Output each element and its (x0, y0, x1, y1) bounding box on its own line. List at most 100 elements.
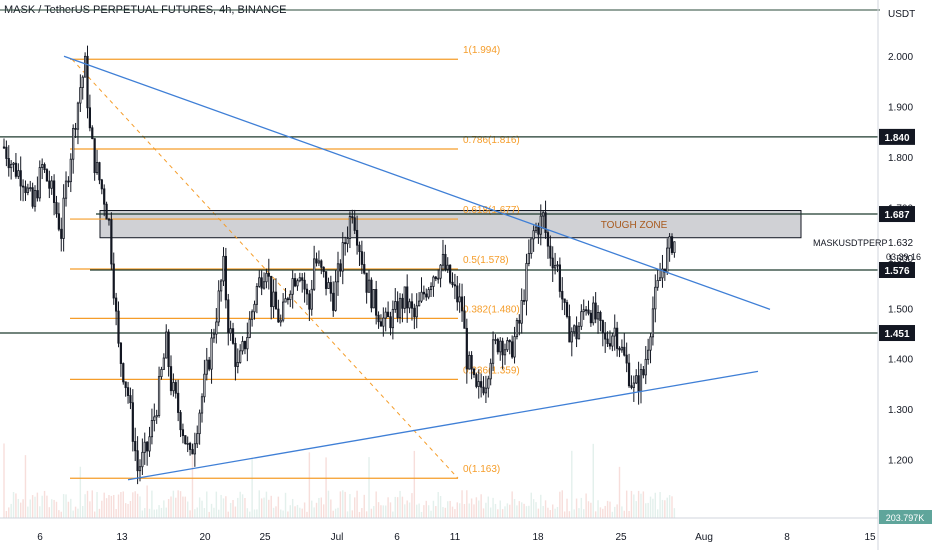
fib-level-label: 0.786(1.816) (463, 135, 520, 146)
volume-bar (602, 508, 604, 518)
candle-body (298, 277, 301, 282)
candle-body (611, 335, 614, 347)
candle-body (284, 298, 287, 303)
volume-bar (466, 490, 468, 518)
candle-body (286, 298, 290, 301)
candle-body (358, 244, 361, 253)
volume-bar (41, 495, 43, 518)
volume-bar (358, 511, 361, 518)
volume-bar (399, 490, 401, 518)
candle-body (587, 309, 590, 314)
candle-body (50, 180, 53, 189)
candle-body (219, 280, 223, 292)
fib-level-label: 0(1.163) (463, 464, 500, 475)
volume-bar (652, 498, 654, 518)
countdown-label: 03:39:16 (886, 252, 921, 262)
candle-body (91, 127, 94, 140)
candle-body (155, 415, 158, 418)
volume-bar (22, 499, 24, 518)
volume-bar (184, 496, 187, 518)
candle-body (546, 232, 550, 247)
volume-bar (8, 507, 10, 518)
volume-bar (499, 500, 501, 518)
volume-bar (132, 492, 134, 518)
volume-bar (327, 490, 330, 518)
volume-bar (62, 494, 65, 518)
volume-bar (320, 497, 323, 518)
candle-body (449, 264, 452, 283)
candle-body (191, 449, 194, 455)
volume-bar (19, 502, 22, 518)
volume-bar (492, 497, 494, 518)
candle-body (136, 450, 139, 472)
trendline-layer (63, 55, 771, 481)
volume-bar (36, 492, 39, 518)
candle-body (446, 264, 449, 270)
volume-bar (628, 510, 630, 518)
candle-body (484, 387, 488, 394)
candle-body (45, 169, 49, 182)
volume-bar (218, 509, 220, 518)
volume-bar (120, 492, 122, 518)
volume-bar (449, 500, 451, 518)
candle-body (198, 412, 201, 435)
candle-body (21, 185, 25, 188)
descending-trendline (63, 55, 771, 310)
candle-body (110, 219, 113, 265)
candle-body (620, 346, 624, 351)
volume-bar (291, 498, 294, 518)
volume-bar (208, 511, 210, 518)
candle-body (241, 340, 244, 352)
fib-diagonal (71, 58, 459, 479)
volume-bar (144, 508, 146, 518)
volume-bar (666, 497, 668, 518)
volume-bar (284, 492, 287, 518)
volume-bar (282, 510, 284, 518)
candle-body (36, 190, 39, 199)
volume-bar (186, 501, 189, 518)
volume-bar (351, 510, 354, 518)
volume-bar (127, 503, 129, 518)
candle-body (408, 301, 411, 309)
volume-bar (215, 491, 218, 518)
volume-bar (542, 505, 544, 518)
volume-bar (375, 491, 377, 518)
volume-bar (117, 494, 120, 518)
volume-bar (53, 499, 55, 518)
fib-level-label: 0.618(1.677) (463, 205, 520, 216)
volume-bar (573, 509, 575, 518)
volume-bar (134, 491, 136, 518)
volume-bar (165, 507, 167, 518)
volume-bar (344, 491, 346, 518)
volume-bar (633, 494, 635, 518)
volume-bar (497, 509, 499, 518)
volume-bar (86, 490, 89, 518)
volume-bar (46, 495, 48, 518)
volume-bar (656, 509, 659, 518)
candle-body (224, 255, 227, 301)
candle-body (76, 102, 80, 130)
candle-body (41, 164, 44, 168)
volume-bar (606, 500, 609, 518)
candle-body (169, 366, 173, 392)
candle-body (527, 253, 530, 264)
zone-layer: TOUGH ZONE (99, 210, 802, 239)
candle-body (437, 277, 440, 280)
volume-bar (301, 508, 303, 518)
candle-body (630, 385, 633, 388)
candle-body (293, 278, 297, 287)
candle-body (279, 319, 282, 323)
candle-body (332, 292, 335, 311)
candle-body (5, 146, 8, 159)
candle-body (348, 216, 352, 239)
volume-bar (640, 493, 642, 518)
volume-bar (578, 508, 580, 518)
volume-bar (124, 503, 127, 518)
candle-body (320, 260, 323, 268)
candle-body (236, 362, 239, 367)
candle-body (112, 263, 115, 299)
candle-layer (2, 45, 676, 485)
candle-body (336, 263, 340, 283)
candle-body (506, 340, 509, 351)
